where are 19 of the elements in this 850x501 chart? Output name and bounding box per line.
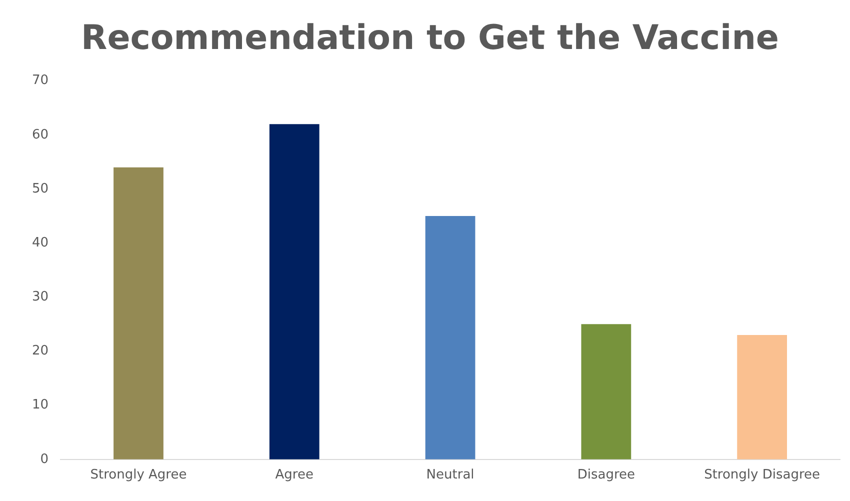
x-tick-label: Disagree <box>577 468 635 483</box>
y-tick-label: 70 <box>32 73 49 88</box>
bar <box>269 124 320 460</box>
y-tick-label: 40 <box>32 235 49 250</box>
chart-title: Recommendation to Get the Vaccine <box>81 18 779 58</box>
y-tick-label: 50 <box>32 181 49 196</box>
bar <box>737 335 787 460</box>
y-tick-label: 60 <box>32 127 49 142</box>
bar <box>114 167 164 460</box>
x-tick-label: Strongly Agree <box>90 468 187 483</box>
y-tick-label: 30 <box>32 290 49 305</box>
y-tick-label: 0 <box>40 452 49 467</box>
bar <box>425 216 476 460</box>
x-tick-label: Neutral <box>426 468 474 483</box>
y-tick-label: 20 <box>32 344 49 359</box>
bar <box>581 324 632 460</box>
x-tick-label: Agree <box>275 468 314 483</box>
x-tick-label: Strongly Disagree <box>704 468 820 483</box>
y-tick-label: 10 <box>32 398 49 413</box>
